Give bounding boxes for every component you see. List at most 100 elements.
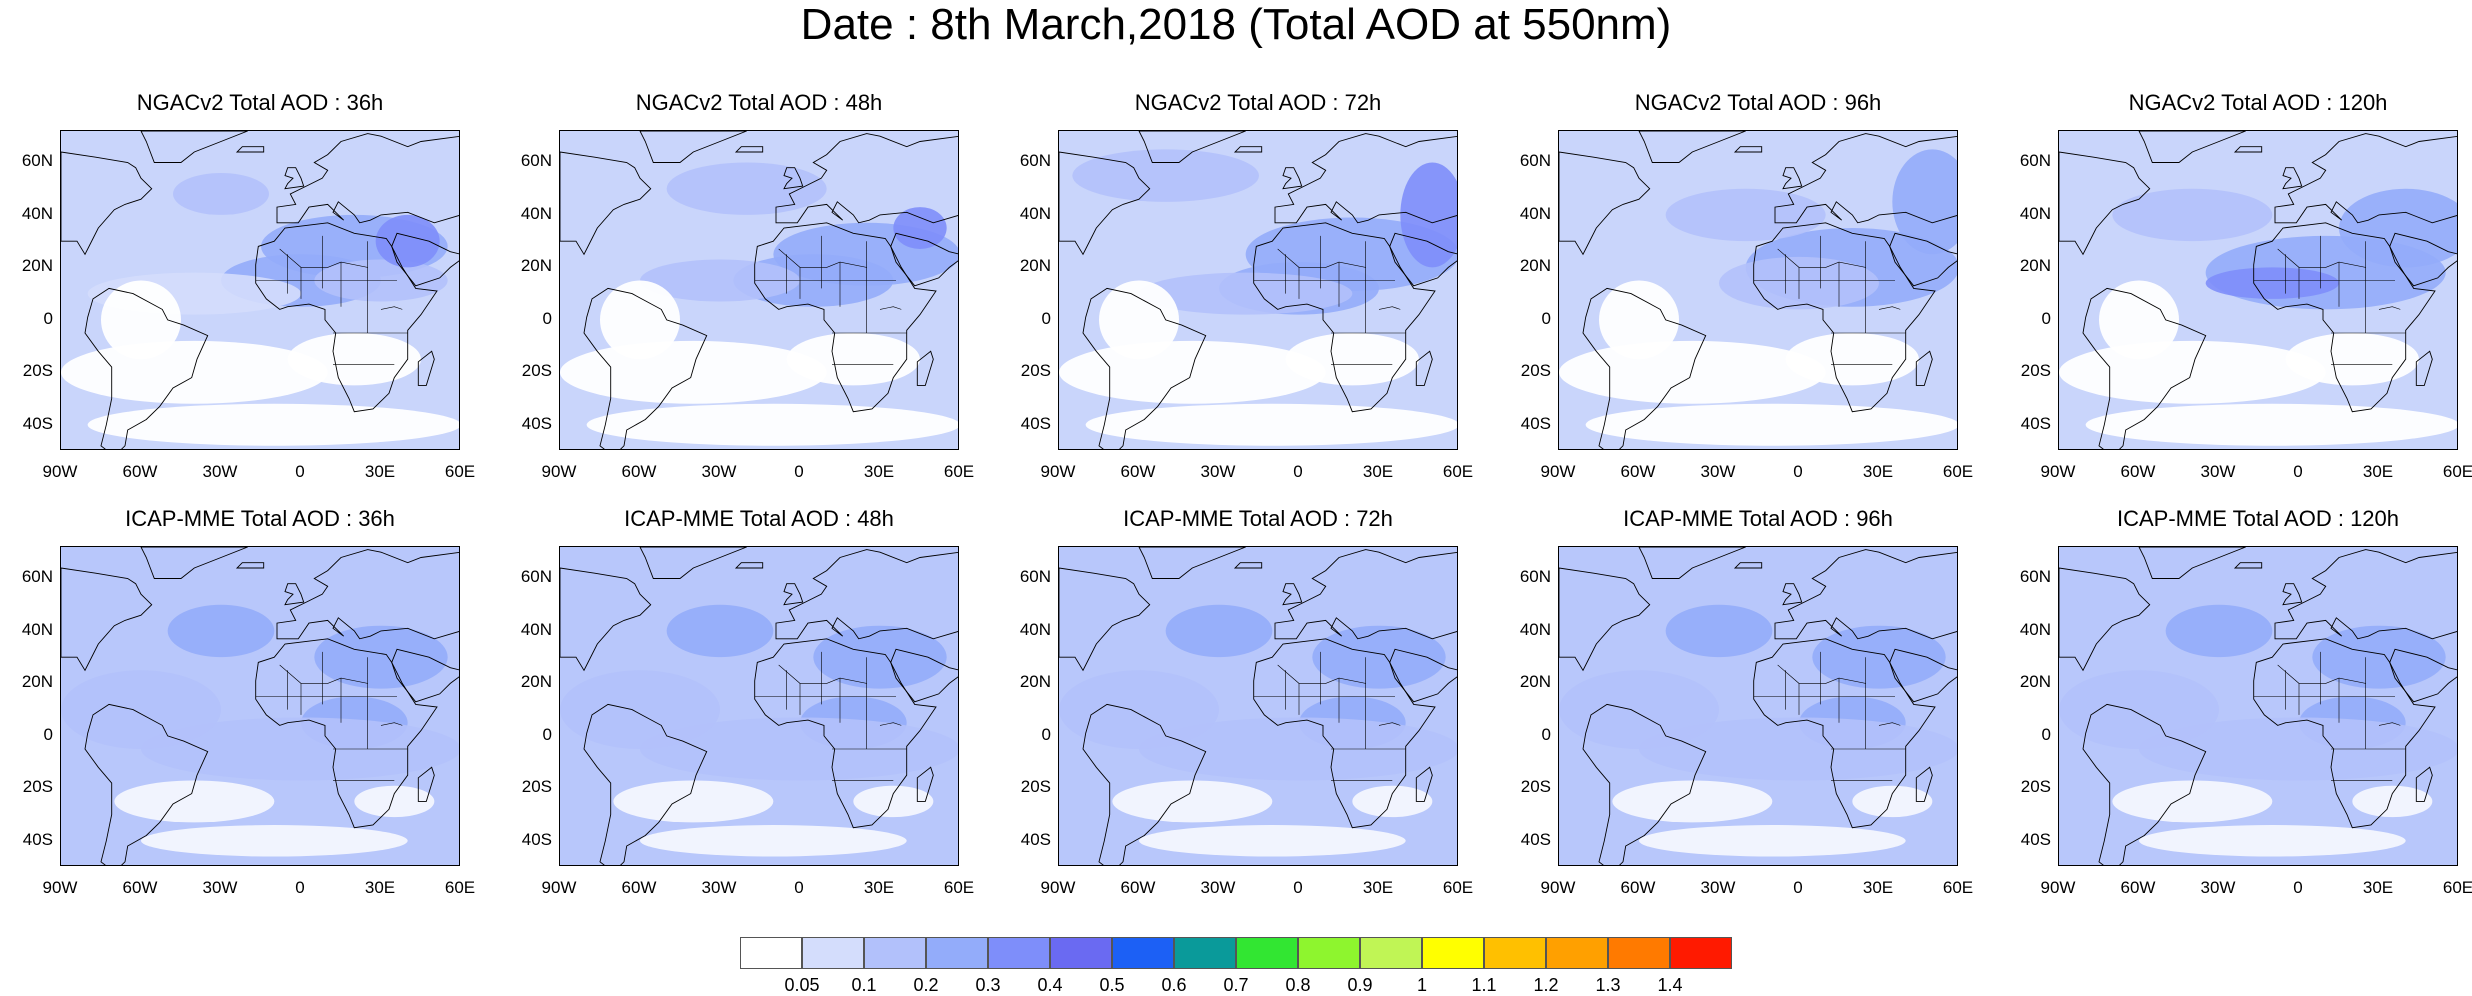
map-canvas bbox=[1059, 131, 1457, 449]
lon-tick-label: 90W bbox=[42, 462, 78, 481]
lat-tick-label: 0 bbox=[2041, 724, 2051, 744]
lat-tick-label: 20S bbox=[2020, 777, 2051, 797]
lat-tick-label: 40N bbox=[1019, 619, 1051, 639]
lon-tick-label: 60E bbox=[943, 878, 975, 897]
lon-tick-label: 60E bbox=[1442, 878, 1474, 897]
colorbar-swatch bbox=[926, 937, 988, 969]
colorbar-swatch bbox=[1236, 937, 1298, 969]
clean-air-region bbox=[2112, 780, 2273, 823]
aod-map bbox=[2058, 130, 2458, 450]
clean-air-region bbox=[1585, 403, 1957, 446]
lat-tick-label: 0 bbox=[2041, 308, 2051, 328]
lat-tick-label: 20N bbox=[520, 256, 552, 276]
lat-tick-label: 20N bbox=[1019, 256, 1051, 276]
lat-tick-label: 20S bbox=[2020, 361, 2051, 381]
lon-tick-label: 0 bbox=[295, 462, 305, 481]
lat-tick-label: 20N bbox=[2019, 672, 2051, 692]
lat-tick-label: 60N bbox=[1519, 567, 1551, 587]
lat-tick-label: 40N bbox=[1519, 619, 1551, 639]
lat-tick-label: 0 bbox=[43, 308, 53, 328]
lat-tick-label: 0 bbox=[542, 308, 552, 328]
colorbar-label: 1.3 bbox=[1595, 975, 1621, 995]
lon-tick-label: 90W bbox=[541, 462, 577, 481]
lat-tick-label: 20S bbox=[22, 361, 53, 381]
lon-tick-label: 0 bbox=[295, 878, 305, 897]
lat-tick-label: 40N bbox=[520, 203, 552, 223]
lon-tick-label: 30E bbox=[863, 878, 895, 897]
lat-tick-label: 20N bbox=[1519, 256, 1551, 276]
lat-tick-label: 20N bbox=[21, 672, 53, 692]
colorbar-label: 1.1 bbox=[1471, 975, 1497, 995]
aod-region bbox=[1639, 717, 1957, 781]
lon-tick-label: 60E bbox=[2442, 462, 2472, 481]
lat-tick-label: 60N bbox=[21, 567, 53, 587]
clean-air-region bbox=[2099, 280, 2179, 360]
colorbar-label: 1.4 bbox=[1657, 975, 1683, 995]
lon-tick-label: 60E bbox=[2442, 878, 2472, 897]
lat-tick-label: 20N bbox=[1519, 672, 1551, 692]
panel-title: NGACv2 Total AOD : 96h bbox=[1634, 90, 1882, 115]
lat-tick-label: 40N bbox=[2019, 619, 2051, 639]
lon-tick-label: 60W bbox=[2120, 462, 2156, 481]
colorbar-label: 1.2 bbox=[1533, 975, 1559, 995]
lat-tick-label: 0 bbox=[1041, 308, 1051, 328]
lat-tick-label: 20N bbox=[520, 672, 552, 692]
lon-tick-label: 90W bbox=[2040, 462, 2076, 481]
lat-tick-label: 40S bbox=[22, 413, 53, 433]
clean-air-region bbox=[354, 785, 435, 818]
colorbar-label: 0.6 bbox=[1161, 975, 1187, 995]
aod-region bbox=[666, 162, 827, 215]
lon-tick-label: 30E bbox=[1362, 878, 1394, 897]
lat-tick-label: 40S bbox=[1020, 829, 1051, 849]
clean-air-region bbox=[1639, 825, 1906, 857]
lat-tick-label: 20S bbox=[1020, 777, 1051, 797]
lon-tick-label: 0 bbox=[1793, 462, 1803, 481]
aod-region bbox=[1812, 625, 1946, 689]
lon-tick-label: 30E bbox=[863, 462, 895, 481]
lon-tick-label: 30W bbox=[701, 462, 737, 481]
colorbar-swatch bbox=[1422, 937, 1484, 969]
lat-tick-label: 0 bbox=[542, 724, 552, 744]
lon-tick-label: 90W bbox=[1540, 878, 1576, 897]
lon-tick-label: 30E bbox=[2362, 462, 2394, 481]
clean-air-region bbox=[586, 403, 958, 446]
aod-region bbox=[314, 625, 448, 689]
colorbar-label: 0.3 bbox=[975, 975, 1001, 995]
aod-region bbox=[2059, 670, 2219, 749]
colorbar-label: 0.8 bbox=[1285, 975, 1311, 995]
aod-region bbox=[2139, 717, 2457, 781]
aod-map bbox=[2058, 546, 2458, 866]
lon-tick-label: 0 bbox=[794, 878, 804, 897]
lat-tick-label: 40N bbox=[1519, 203, 1551, 223]
lat-tick-label: 60N bbox=[21, 151, 53, 171]
lon-tick-label: 30E bbox=[1862, 462, 1894, 481]
lat-tick-label: 60N bbox=[1019, 151, 1051, 171]
clean-air-region bbox=[786, 332, 920, 386]
aod-region bbox=[1312, 625, 1446, 689]
lat-tick-label: 40N bbox=[2019, 203, 2051, 223]
lon-tick-label: 30E bbox=[364, 878, 396, 897]
colorbar-swatch bbox=[740, 937, 802, 969]
aod-map bbox=[1058, 130, 1458, 450]
lat-tick-label: 60N bbox=[520, 567, 552, 587]
aod-map bbox=[60, 546, 460, 866]
aod-region bbox=[640, 717, 958, 781]
lon-tick-label: 0 bbox=[1793, 878, 1803, 897]
lat-tick-label: 40N bbox=[21, 203, 53, 223]
lat-tick-label: 60N bbox=[1019, 567, 1051, 587]
map-canvas bbox=[560, 131, 958, 449]
clean-air-region bbox=[1085, 403, 1457, 446]
map-canvas bbox=[1059, 547, 1457, 865]
clean-air-region bbox=[1112, 780, 1273, 823]
aod-region bbox=[2205, 267, 2339, 299]
clean-air-region bbox=[141, 825, 408, 857]
lat-tick-label: 0 bbox=[1041, 724, 1051, 744]
lon-tick-label: 30W bbox=[1700, 462, 1736, 481]
aod-region bbox=[173, 172, 269, 215]
aod-region bbox=[1400, 162, 1457, 268]
map-canvas bbox=[2059, 131, 2457, 449]
lon-tick-label: 30W bbox=[701, 878, 737, 897]
colorbar-label: 0.2 bbox=[913, 975, 939, 995]
lon-tick-label: 0 bbox=[2293, 878, 2303, 897]
lat-tick-label: 40S bbox=[1520, 829, 1551, 849]
